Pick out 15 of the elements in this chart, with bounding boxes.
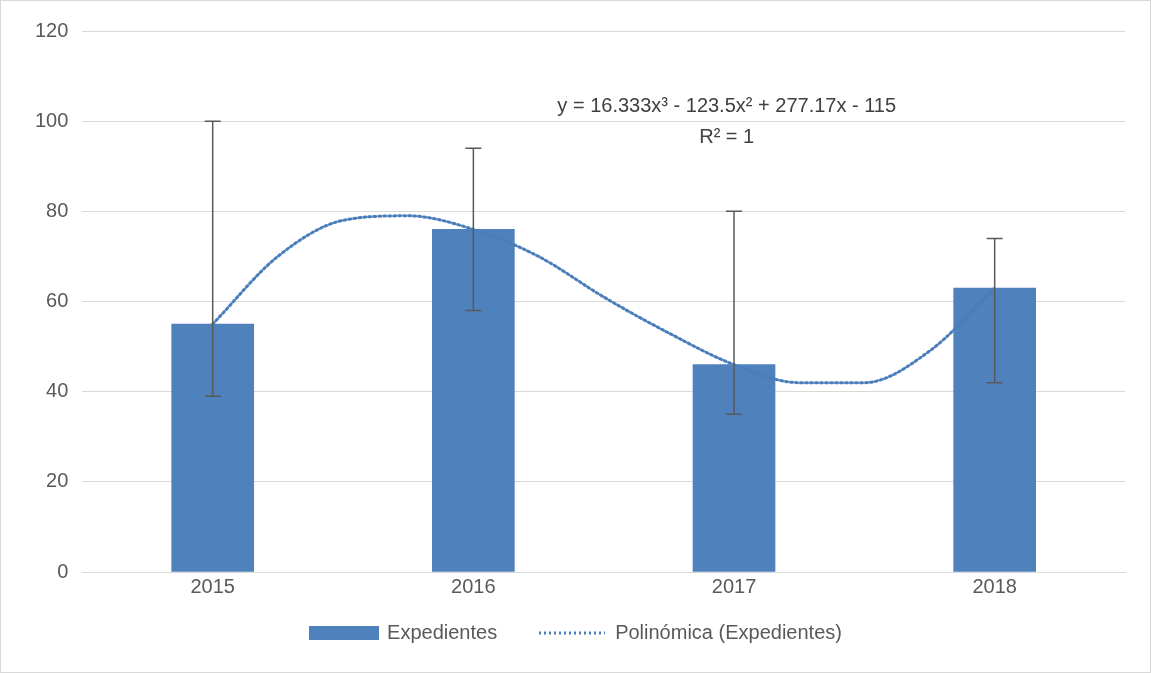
y-tick-label: 60 [46,289,69,312]
x-tick-label: 2017 [711,574,757,597]
x-tick-label: 2015 [190,574,235,597]
annotation: R² = 1 [699,124,755,147]
annotation: y = 16.333x³ - 123.5x² + 277.17x - 115 [557,93,897,116]
x-tick-label: 2018 [972,574,1017,597]
y-tick-label: 20 [46,469,69,492]
legend-label: Polinómica (Expedientes) [615,621,842,644]
y-tick-label: 100 [34,108,69,131]
legend-label: Expedientes [387,621,498,644]
x-tick-label: 2016 [451,574,496,597]
y-tick-label: 120 [34,18,69,41]
y-tick-label: 80 [46,198,69,221]
y-tick-label: 40 [46,379,69,402]
y-tick-label: 0 [57,559,69,582]
